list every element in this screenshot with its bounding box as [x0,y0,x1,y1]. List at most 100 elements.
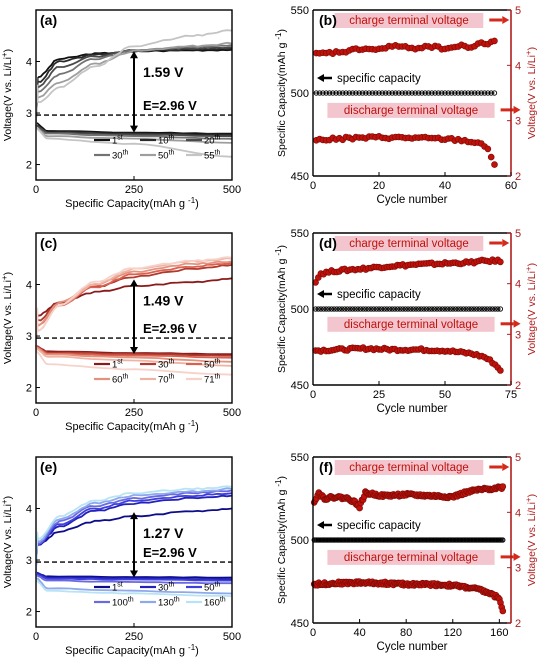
y-right-tick-label: 3 [515,329,521,341]
x-tick-label: 40 [439,180,451,192]
legend-label-20: 20th [204,135,221,147]
discharge-curve-71th [35,350,233,376]
capacity-point [365,306,372,312]
capacity-point [356,90,362,96]
y-left-axis-label: Specific Capacity(mAh g -1) [274,29,288,157]
capacity-point [400,306,406,312]
legend-suffix: th [169,150,175,157]
capacity-point [455,90,461,96]
capacity-point [359,90,366,96]
voltage-gap-label: 1.59 V [143,64,184,80]
discharge-voltage-point [484,145,492,153]
charge-voltage-label: charge terminal voltage [349,462,469,474]
capacity-point [500,537,506,543]
legend-number: 30 [112,151,123,162]
x-tick-label: 120 [444,627,462,639]
capacity-point [474,306,480,312]
y-tick-label: 2 [26,607,32,619]
legend-label-30: 30th [112,150,129,162]
y-right-axis-label: Voltage(V vs. Li/Li+) [524,47,538,139]
capacity-point [344,306,350,312]
gap-arrow-head-up [130,512,138,520]
reference-line-label: E=2.96 V [143,321,197,336]
capacity-point [423,306,430,312]
discharge-voltage-label: discharge terminal voltage [344,105,478,117]
legend-suffix: th [169,582,175,589]
capacity-point [340,90,346,96]
legend-number: 60 [112,375,123,386]
capacity-arrowhead [317,74,324,82]
capacity-point [405,306,411,312]
legend-suffix: th [215,135,221,142]
capacity-point [415,306,422,312]
capacity-arrowhead [317,290,324,298]
charge-curve-55th [37,29,233,103]
y-right-axis-label: Voltage(V vs. Li/Li+) [524,263,538,355]
capacity-point [336,306,343,312]
capacity-point [320,306,327,312]
x-tick-label: 500 [223,631,241,643]
x-tick-label: 160 [490,627,508,639]
capacity-point [399,90,405,96]
panel-b: charge terminal voltage discharge termina… [274,5,538,206]
y-left-tick-label: 550 [291,5,309,17]
capacity-point [485,90,491,96]
capacity-point [410,306,416,312]
x-axis-label: Cycle number [377,641,448,653]
capacity-point [369,90,376,96]
legend-number: 1 [112,583,117,594]
legend-label-55: 55th [204,150,221,162]
voltage-gap-label: 1.49 V [143,292,184,308]
capacity-point [468,306,475,312]
legend-label-1: 1st [112,582,123,594]
legend-number: 10 [158,136,169,147]
y-tick-label: 3 [26,331,32,343]
legend-label-160: 160th [204,597,226,609]
legend-label-30: 30th [158,582,175,594]
capacity-point [489,306,496,312]
y-left-tick-label: 500 [291,535,309,547]
capacity-point [392,306,398,312]
capacity-point [323,90,329,96]
legend-number: 30 [158,583,169,594]
legend-suffix: th [123,374,129,381]
x-axis-label: Cycle number [377,403,448,415]
charge-voltage-label-arrowhead [502,16,510,24]
capacity-point [481,306,488,312]
panel-label: (b) [319,12,337,28]
gap-arrow-head-down [130,125,138,133]
capacity-point [363,306,369,312]
capacity-point [429,306,435,312]
discharge-voltage-label-highlight [327,102,495,118]
x-tick-label: 0 [33,407,39,419]
capacity-point [418,306,424,312]
x-tick-label: 500 [223,184,241,196]
legend-number: 100 [112,598,128,609]
capacity-point [389,90,395,96]
capacity-point [442,306,448,312]
charge-voltage-point [491,37,498,45]
capacity-point [491,90,498,96]
capacity-point [409,90,415,96]
capacity-point [448,90,455,96]
legend-number: 30 [158,360,169,371]
legend-suffix: st [117,582,123,589]
capacity-point [386,90,392,96]
y-left-tick-label: 500 [291,304,309,316]
gap-arrow-head-up [130,51,138,59]
legend-suffix: th [174,597,180,604]
capacity-point [466,306,472,312]
capacity-point [347,306,353,312]
panel-label: (d) [319,235,337,251]
panel-d: charge terminal voltage discharge termina… [274,228,538,415]
capacity-point [384,306,390,312]
capacity-point [349,306,356,312]
capacity-point [462,90,468,96]
panel-f: charge terminal voltage discharge termina… [274,452,538,653]
capacity-point [336,90,343,96]
capacity-point [389,306,395,312]
capacity-label: specific capacity [337,289,421,301]
legend-label-71: 71th [204,374,221,386]
discharge-curve-30th [35,571,232,581]
